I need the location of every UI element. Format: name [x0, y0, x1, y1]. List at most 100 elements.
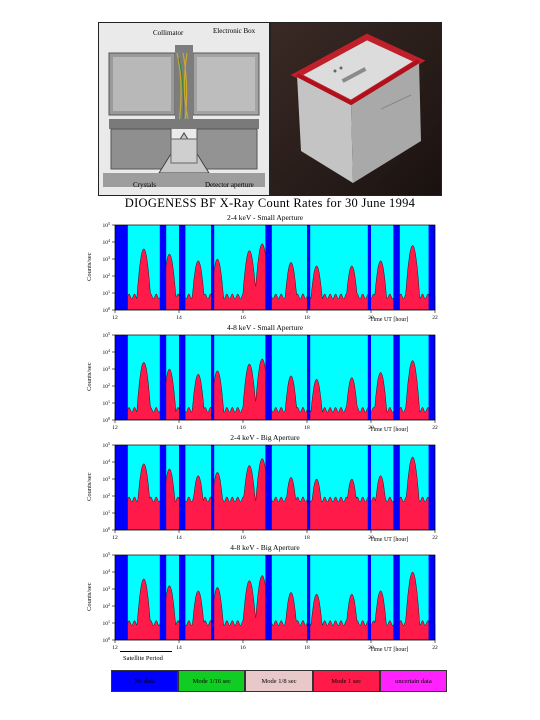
- plot-frame: [114, 224, 436, 311]
- chart-svg-3: 100 101 102 103 104 105 12 14 16 18 20 22: [103, 441, 439, 541]
- y-tick-label: 102: [103, 602, 111, 610]
- panel-title: 4-8 keV - Small Aperture: [226, 323, 304, 332]
- legend-item-uncertain: uncertain data: [379, 670, 448, 692]
- legend-item-mode-1: Mode 1 sec: [312, 670, 380, 692]
- x-tick-label: 18: [304, 645, 310, 651]
- legend-label: Mode 1/8 sec: [261, 677, 297, 685]
- y-tick-label: 104: [103, 348, 111, 356]
- no-data-band: [179, 445, 186, 530]
- no-data-band: [115, 445, 128, 530]
- no-data-band: [265, 335, 272, 420]
- x-tick-label: 14: [176, 535, 182, 541]
- no-data-band: [211, 335, 215, 420]
- count-rate-area: [114, 358, 436, 421]
- legend: No data Mode 1/16 sec Mode 1/8 sec Mode …: [111, 670, 448, 692]
- no-data-band: [393, 445, 400, 530]
- legend-label: Mode 1 sec: [331, 677, 362, 685]
- count-rate-area: [114, 571, 436, 641]
- panel-title: 4-8 keV - Big Aperture: [230, 543, 300, 552]
- x-tick-label: 12: [112, 535, 118, 541]
- no-data-band: [211, 225, 215, 310]
- x-tick-label: 20: [368, 425, 374, 431]
- legend-label: No data: [134, 677, 155, 685]
- x-axis-label: Time UT [hour]: [370, 427, 409, 433]
- y-tick-label: 100: [103, 416, 111, 424]
- count-rate-area: [114, 243, 436, 311]
- y-tick-label: 101: [103, 399, 111, 407]
- no-data-band: [307, 335, 311, 420]
- y-axis-label: Counts/sec: [86, 252, 93, 281]
- no-data-band: [428, 445, 435, 530]
- x-axis-label: Time UT [hour]: [370, 317, 409, 323]
- instrument-interior-photo: Collimator Electronic Box Crystals Detec…: [98, 22, 270, 196]
- chart-panel-4: 4-8 keV - Big Aperture 100 101 102 103 104 10…: [80, 543, 450, 657]
- no-data-band: [393, 225, 400, 310]
- x-tick-label: 20: [368, 315, 374, 321]
- label-electronic-box: Electronic Box: [213, 27, 256, 35]
- no-data-band: [159, 225, 167, 310]
- x-tick-label: 16: [240, 425, 246, 431]
- legend-item-mode-1-16: Mode 1/16 sec: [178, 670, 246, 692]
- y-tick-label: 104: [103, 238, 111, 246]
- no-data-band: [428, 225, 435, 310]
- y-axis-label: Counts/sec: [86, 582, 93, 611]
- x-tick-label: 16: [240, 315, 246, 321]
- no-data-band: [367, 445, 371, 530]
- label-collimator: Collimator: [153, 29, 184, 37]
- y-tick-label: 105: [103, 551, 111, 559]
- no-data-band: [179, 555, 186, 640]
- x-tick-label: 22: [432, 425, 438, 431]
- chart-panel-2: 4-8 keV - Small Aperture 100 101 102 103 104…: [80, 323, 450, 437]
- satellite-period-bar: [120, 651, 172, 652]
- no-data-band: [211, 445, 215, 530]
- y-tick-label: 100: [103, 636, 111, 644]
- plot-frame: [114, 334, 436, 421]
- x-tick-label: 22: [432, 535, 438, 541]
- x-tick-label: 18: [304, 315, 310, 321]
- y-tick-label: 102: [103, 272, 111, 280]
- y-tick-label: 100: [103, 526, 111, 534]
- legend-label: uncertain data: [395, 677, 432, 685]
- count-rate-area: [114, 456, 436, 531]
- no-data-band: [159, 445, 167, 530]
- no-data-band: [367, 555, 371, 640]
- no-data-band: [159, 555, 167, 640]
- no-data-band: [428, 555, 435, 640]
- no-data-band: [307, 445, 311, 530]
- x-tick-label: 18: [304, 535, 310, 541]
- y-tick-label: 101: [103, 289, 111, 297]
- label-detector-aperture: Detector aperture: [205, 181, 254, 189]
- x-tick-label: 14: [176, 425, 182, 431]
- no-data-band: [367, 335, 371, 420]
- y-tick-label: 103: [103, 585, 111, 593]
- y-tick-label: 102: [103, 382, 111, 390]
- plot-frame: [114, 554, 436, 641]
- y-axis-label: Counts/sec: [86, 362, 93, 391]
- no-data-band: [367, 225, 371, 310]
- no-data-band: [115, 335, 128, 420]
- x-tick-label: 22: [432, 645, 438, 651]
- y-tick-label: 101: [103, 509, 111, 517]
- y-tick-label: 104: [103, 568, 111, 576]
- no-data-band: [179, 225, 186, 310]
- label-crystals: Crystals: [133, 181, 156, 189]
- no-data-band: [211, 555, 215, 640]
- x-axis-label: Time UT [hour]: [370, 647, 409, 653]
- no-data-band: [428, 335, 435, 420]
- no-data-band: [307, 555, 311, 640]
- instrument-exterior-image: [271, 23, 441, 195]
- y-tick-label: 105: [103, 441, 111, 449]
- x-tick-label: 14: [176, 315, 182, 321]
- x-tick-label: 20: [368, 535, 374, 541]
- no-data-band: [179, 335, 186, 420]
- y-tick-label: 103: [103, 365, 111, 373]
- x-axis-label: Time UT [hour]: [370, 537, 409, 543]
- plot-frame: [114, 444, 436, 531]
- no-data-band: [265, 555, 272, 640]
- x-tick-label: 12: [112, 315, 118, 321]
- chart-svg-2: 100 101 102 103 104 105 12 14 16 18 20 22: [103, 331, 439, 431]
- no-data-band: [393, 335, 400, 420]
- no-data-band: [115, 225, 128, 310]
- y-axis-label: Counts/sec: [86, 472, 93, 501]
- no-data-band: [159, 335, 167, 420]
